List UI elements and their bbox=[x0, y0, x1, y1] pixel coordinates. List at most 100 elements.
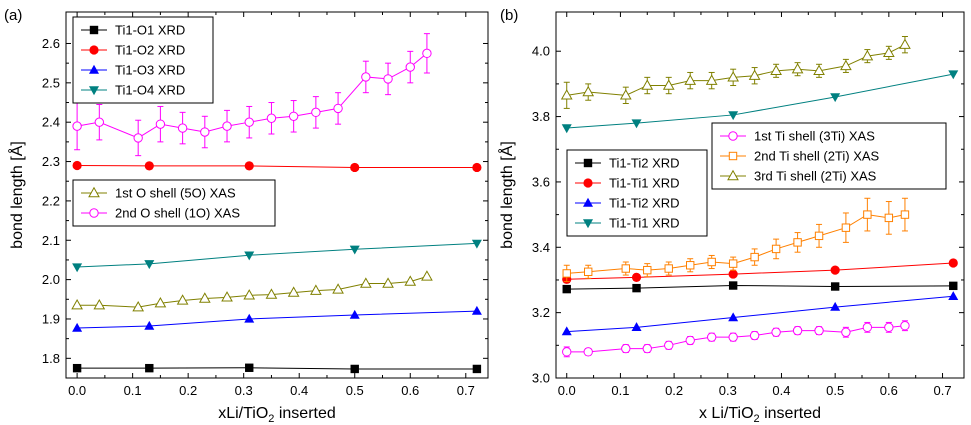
y-tick-label: 2.4 bbox=[42, 115, 60, 130]
series-line bbox=[77, 242, 477, 268]
data-point bbox=[830, 265, 840, 275]
y-axis-label: bond length [Å] bbox=[497, 141, 516, 249]
data-point bbox=[631, 322, 642, 332]
data-point bbox=[72, 263, 83, 273]
y-tick-label: 3.2 bbox=[532, 305, 550, 320]
legend-marker bbox=[88, 186, 100, 198]
legend-marker bbox=[583, 197, 593, 207]
x-axis-label: xLi/TiO2 inserted bbox=[218, 405, 336, 425]
y-tick-label: 3.0 bbox=[532, 371, 550, 386]
data-point bbox=[222, 121, 232, 131]
series-2 bbox=[72, 305, 482, 332]
data-point bbox=[244, 313, 255, 323]
legend-label: 2nd Ti shell (2Ti) XAS bbox=[754, 149, 880, 164]
panel-label-b: (b) bbox=[500, 7, 518, 24]
legend-label: Ti1-Ti2 XRD bbox=[609, 196, 680, 211]
series-3 bbox=[561, 70, 959, 134]
data-point bbox=[144, 320, 155, 330]
data-point bbox=[619, 89, 632, 100]
data-point bbox=[840, 59, 852, 71]
series-6 bbox=[560, 36, 911, 109]
series-line bbox=[566, 325, 906, 353]
legend-marker bbox=[89, 45, 99, 55]
data-point bbox=[350, 364, 359, 374]
data-point bbox=[145, 363, 154, 373]
data-point bbox=[266, 113, 277, 123]
data-point bbox=[265, 288, 278, 299]
series-line bbox=[566, 73, 954, 129]
data-point bbox=[631, 119, 642, 129]
y-tick-label: 2.6 bbox=[42, 36, 60, 51]
x-tick-label: 0.0 bbox=[558, 383, 576, 398]
y-tick-label: 2.3 bbox=[42, 154, 60, 169]
data-point bbox=[662, 79, 675, 90]
data-point bbox=[621, 343, 631, 354]
data-point bbox=[94, 117, 105, 127]
x-tick-label: 0.1 bbox=[124, 383, 142, 398]
x-tick-label: 0.2 bbox=[665, 383, 683, 398]
x-tick-label: 0.2 bbox=[179, 383, 197, 398]
data-point bbox=[621, 264, 630, 273]
data-point bbox=[405, 62, 415, 72]
data-point bbox=[882, 46, 895, 58]
data-point bbox=[144, 260, 155, 270]
data-point bbox=[133, 133, 143, 143]
data-point bbox=[562, 347, 572, 357]
legend-marker bbox=[728, 151, 738, 161]
legend-xrd: Ti1-Ti2 XRD Ti1-Ti1 XRD Ti1-Ti2 XRD Ti1-Ti1… bbox=[566, 149, 708, 237]
legend-marker bbox=[89, 64, 99, 74]
data-point bbox=[562, 269, 571, 278]
data-point bbox=[770, 64, 782, 76]
data-point bbox=[245, 363, 254, 372]
data-point bbox=[561, 326, 572, 336]
data-point bbox=[863, 210, 872, 219]
data-point bbox=[288, 111, 299, 121]
data-point bbox=[72, 322, 83, 332]
series-line bbox=[77, 310, 477, 329]
data-point bbox=[349, 245, 360, 255]
data-point bbox=[813, 64, 825, 76]
data-point bbox=[830, 93, 841, 103]
legend-label: Ti1-O2 XRD bbox=[115, 43, 185, 58]
data-point bbox=[244, 251, 255, 261]
x-tick-label: 0.5 bbox=[346, 383, 364, 398]
y-tick-label: 2.1 bbox=[42, 233, 60, 248]
data-point bbox=[728, 111, 739, 121]
y-tick-label: 3.4 bbox=[532, 240, 550, 255]
data-point bbox=[771, 327, 781, 337]
data-point bbox=[155, 119, 166, 129]
data-point bbox=[814, 325, 824, 336]
data-point bbox=[287, 286, 300, 297]
data-point bbox=[900, 210, 910, 219]
legend-label: Ti1-O4 XRD bbox=[115, 83, 185, 98]
data-point bbox=[664, 264, 673, 273]
data-point bbox=[899, 38, 911, 49]
y-tick-label: 2.2 bbox=[42, 193, 60, 208]
series-5 bbox=[72, 33, 432, 157]
data-point bbox=[244, 117, 254, 127]
data-point bbox=[728, 259, 738, 268]
data-point bbox=[748, 69, 761, 80]
data-point bbox=[706, 332, 717, 342]
legend-marker bbox=[583, 178, 593, 188]
data-point bbox=[948, 291, 959, 301]
legend-xrd: Ti1-O1 XRD Ti1-O2 XRD Ti1-O3 XRD Ti1-O4 XRD bbox=[72, 16, 214, 104]
plot-frame bbox=[65, 11, 489, 379]
data-point bbox=[862, 322, 873, 333]
data-point bbox=[471, 305, 482, 315]
data-point bbox=[310, 284, 322, 295]
data-point bbox=[404, 275, 417, 286]
data-point bbox=[749, 330, 760, 341]
series-0 bbox=[72, 363, 482, 374]
series-4 bbox=[71, 270, 433, 312]
data-point bbox=[814, 231, 824, 241]
legend-label: 3rd Ti shell (2Ti) XAS bbox=[754, 169, 877, 184]
series-line bbox=[77, 275, 428, 308]
data-point bbox=[900, 321, 910, 331]
data-point bbox=[132, 300, 145, 312]
x-tick-label: 0.5 bbox=[826, 383, 844, 398]
data-point bbox=[841, 223, 851, 232]
legend-label: 1st O shell (5O) XAS bbox=[115, 186, 236, 201]
series-line bbox=[77, 367, 477, 370]
